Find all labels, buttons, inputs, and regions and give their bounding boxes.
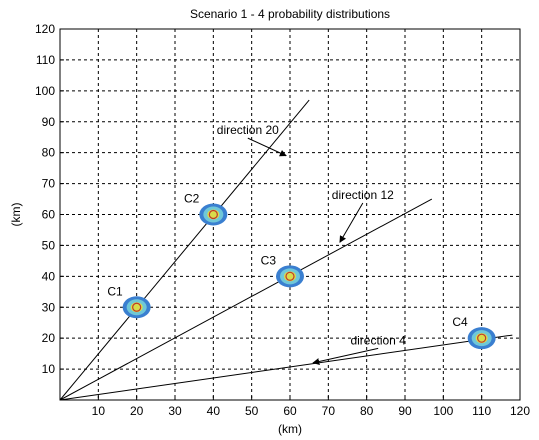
y-tick-label: 110 — [36, 53, 55, 67]
annotations: direction 20 direction 12 direction 4 — [217, 123, 406, 365]
x-tick-label: 80 — [360, 404, 374, 418]
x-tick-label: 20 — [130, 404, 144, 418]
direction-line — [59, 99, 310, 401]
annotation-arrow — [312, 347, 379, 365]
point-label: C4 — [452, 315, 468, 329]
x-tick-label: 60 — [283, 404, 297, 418]
x-tick-label: 70 — [322, 404, 336, 418]
annotation-text: direction 4 — [350, 333, 406, 347]
annotation-text: direction 20 — [217, 123, 279, 137]
x-tick-label: 40 — [207, 404, 221, 418]
distribution-points: C1 C2 C3 C4 — [107, 192, 496, 350]
x-tick-label: 110 — [472, 404, 491, 418]
y-tick-label: 40 — [42, 269, 56, 283]
x-tick-label: 100 — [433, 404, 453, 418]
y-tick-label: 80 — [42, 146, 56, 160]
y-tick-label: 100 — [35, 84, 55, 98]
x-tick-label: 90 — [398, 404, 412, 418]
direction-line — [59, 198, 433, 401]
x-tick-label: 120 — [510, 404, 530, 418]
x-tick-label: 10 — [92, 404, 106, 418]
y-tick-labels: 10 20 30 40 50 60 70 80 90 100 110 120 — [35, 22, 55, 376]
y-tick-label: 90 — [42, 115, 56, 129]
distribution-center — [132, 302, 142, 312]
y-tick-label: 10 — [42, 362, 56, 376]
y-tick-label: 50 — [42, 238, 56, 252]
x-tick-labels: 10 20 30 40 50 60 70 80 90 100 110 120 — [92, 404, 531, 418]
annotation-arrow — [339, 202, 364, 243]
y-tick-label: 30 — [42, 300, 56, 314]
y-tick-label: 20 — [42, 331, 56, 345]
y-tick-label: 70 — [42, 177, 56, 191]
x-axis-label: (km) — [278, 422, 302, 436]
y-axis-label: (km) — [9, 203, 23, 227]
distribution-center — [285, 271, 295, 281]
point-label: C3 — [261, 253, 277, 267]
direction-lines — [59, 99, 513, 401]
x-tick-label: 50 — [245, 404, 259, 418]
chart-title: Scenario 1 - 4 probability distributions — [190, 7, 390, 21]
y-tick-label: 120 — [35, 22, 55, 36]
annotation-arrow — [247, 137, 287, 157]
direction-line — [59, 334, 513, 401]
distribution-center — [477, 333, 487, 343]
y-tick-label: 60 — [42, 208, 56, 222]
point-label: C2 — [184, 192, 200, 206]
annotation-text: direction 12 — [332, 188, 394, 202]
distribution-center — [208, 209, 218, 220]
plot-frame — [59, 28, 521, 401]
x-tick-label: 30 — [168, 404, 182, 418]
point-label: C1 — [107, 284, 123, 298]
